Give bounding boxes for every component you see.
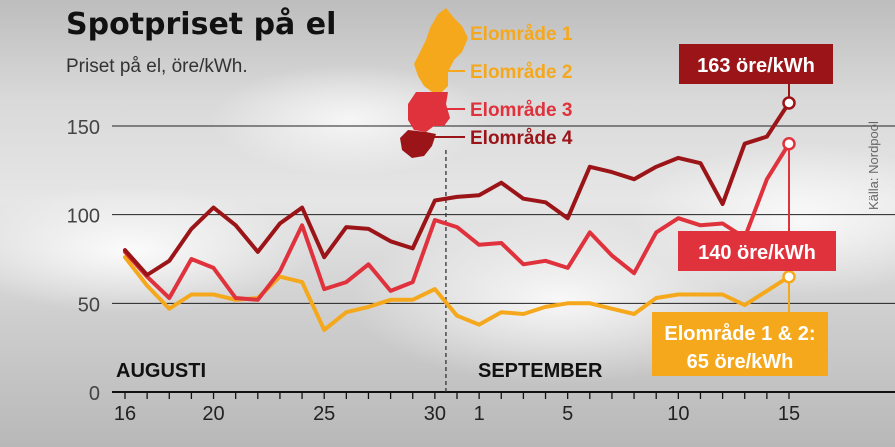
callout-elomrade-4: 163 öre/kWh <box>679 44 833 97</box>
chart-title: Spotpriset på el <box>66 6 336 42</box>
callout-text: 140 öre/kWh <box>698 242 816 264</box>
callout-text: Elområde 1 & 2: <box>664 322 815 345</box>
month-label-augusti: AUGUSTI <box>116 360 206 382</box>
series-line-elomrade-3 <box>123 141 791 302</box>
x-tick-label: 5 <box>562 403 573 425</box>
callout-text: 163 öre/kWh <box>697 55 815 77</box>
endpoint-marker <box>782 96 796 110</box>
callout-box <box>679 44 833 84</box>
legend-label: Elområde 2 <box>470 62 572 83</box>
source-label: Källa: Nordpool <box>866 121 881 210</box>
sweden-map <box>400 8 468 158</box>
x-tick-label: 30 <box>424 403 446 425</box>
x-tick-label: 20 <box>202 403 224 425</box>
legend-label: Elområde 4 <box>470 128 573 149</box>
series-line-elomrade-4 <box>123 100 791 277</box>
legend-label: Elområde 1 <box>470 24 573 45</box>
x-tick-label: 1 <box>474 403 485 425</box>
y-tick-label: 100 <box>67 206 100 228</box>
y-tick-label: 0 <box>89 383 100 405</box>
map-island-gotland <box>436 112 443 124</box>
endpoint-marker <box>782 136 796 151</box>
x-tick-label: 10 <box>667 403 689 425</box>
callout-elomrade-1-2: Elområde 1 & 2: 65 öre/kWh <box>652 282 828 376</box>
y-tick-label: 150 <box>67 117 100 139</box>
legend-label: Elområde 3 <box>470 100 572 121</box>
callout-box <box>678 231 836 271</box>
chart-subtitle: Priset på el, öre/kWh. <box>66 56 248 77</box>
x-tick-label: 16 <box>114 403 136 425</box>
x-tick-label: 25 <box>313 403 335 425</box>
callout-text: 65 öre/kWh <box>687 351 794 373</box>
endpoint-marker <box>782 269 796 284</box>
map-region-elomrade-4 <box>400 130 436 158</box>
y-tick-label: 50 <box>78 294 100 316</box>
month-label-september: SEPTEMBER <box>478 360 603 382</box>
map-region-elomrade-3 <box>408 92 450 132</box>
map-region-elomrade-1-2 <box>414 8 468 92</box>
x-tick-label: 15 <box>778 403 800 425</box>
callout-box <box>652 312 828 376</box>
callout-elomrade-3: 140 öre/kWh <box>678 149 836 271</box>
